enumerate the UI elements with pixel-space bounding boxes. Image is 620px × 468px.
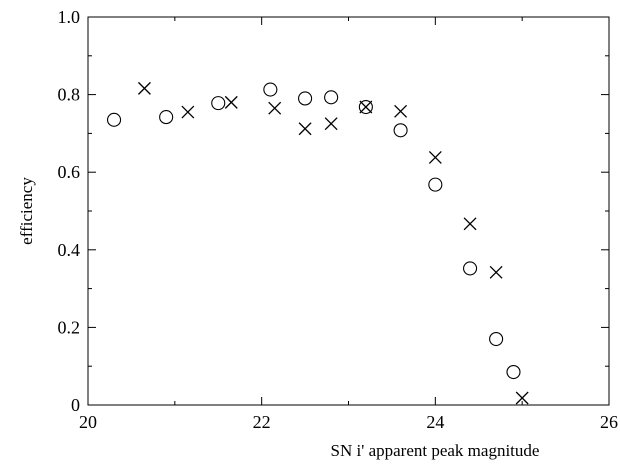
y-tick-label: 0.6: [58, 162, 81, 182]
data-point-circle: [429, 178, 442, 191]
data-point-circle: [394, 124, 407, 137]
data-point-cross: [490, 266, 502, 278]
y-axis-label: efficiency: [17, 177, 36, 245]
y-tick-label: 0.4: [58, 240, 81, 260]
x-axis: 20 22 24 26: [79, 17, 618, 432]
data-point-circle: [299, 92, 312, 105]
data-point-cross: [395, 105, 407, 117]
data-point-circle: [325, 91, 338, 104]
y-tick-label: 0.2: [58, 317, 81, 337]
data-point-circle: [160, 111, 173, 124]
y-tick-label: 1.0: [58, 7, 81, 27]
data-point-cross: [360, 101, 372, 113]
data-point-cross: [225, 96, 237, 108]
data-points: [108, 82, 529, 404]
x-tick-label: 22: [253, 412, 271, 432]
data-point-cross: [299, 123, 311, 135]
data-point-circle: [490, 333, 503, 346]
data-point-cross: [182, 106, 194, 118]
data-point-cross: [429, 151, 441, 163]
data-point-circle: [212, 97, 225, 110]
data-point-circle: [507, 366, 520, 379]
data-point-cross: [269, 102, 281, 114]
x-tick-label: 20: [79, 412, 97, 432]
x-axis-label: SN i' apparent peak magnitude: [331, 441, 540, 460]
data-point-circle: [264, 83, 277, 96]
data-point-cross: [325, 118, 337, 130]
data-point-circle: [464, 262, 477, 275]
x-tick-label: 26: [600, 412, 618, 432]
data-point-cross: [464, 218, 476, 230]
y-axis: 0 0.2 0.4 0.6 0.8 1.0: [58, 7, 610, 415]
data-point-circle: [108, 113, 121, 126]
x-tick-label: 24: [426, 412, 444, 432]
y-tick-label: 0: [71, 395, 80, 415]
y-tick-label: 0.8: [58, 85, 81, 105]
plot-frame: [88, 17, 609, 405]
data-point-cross: [138, 82, 150, 94]
